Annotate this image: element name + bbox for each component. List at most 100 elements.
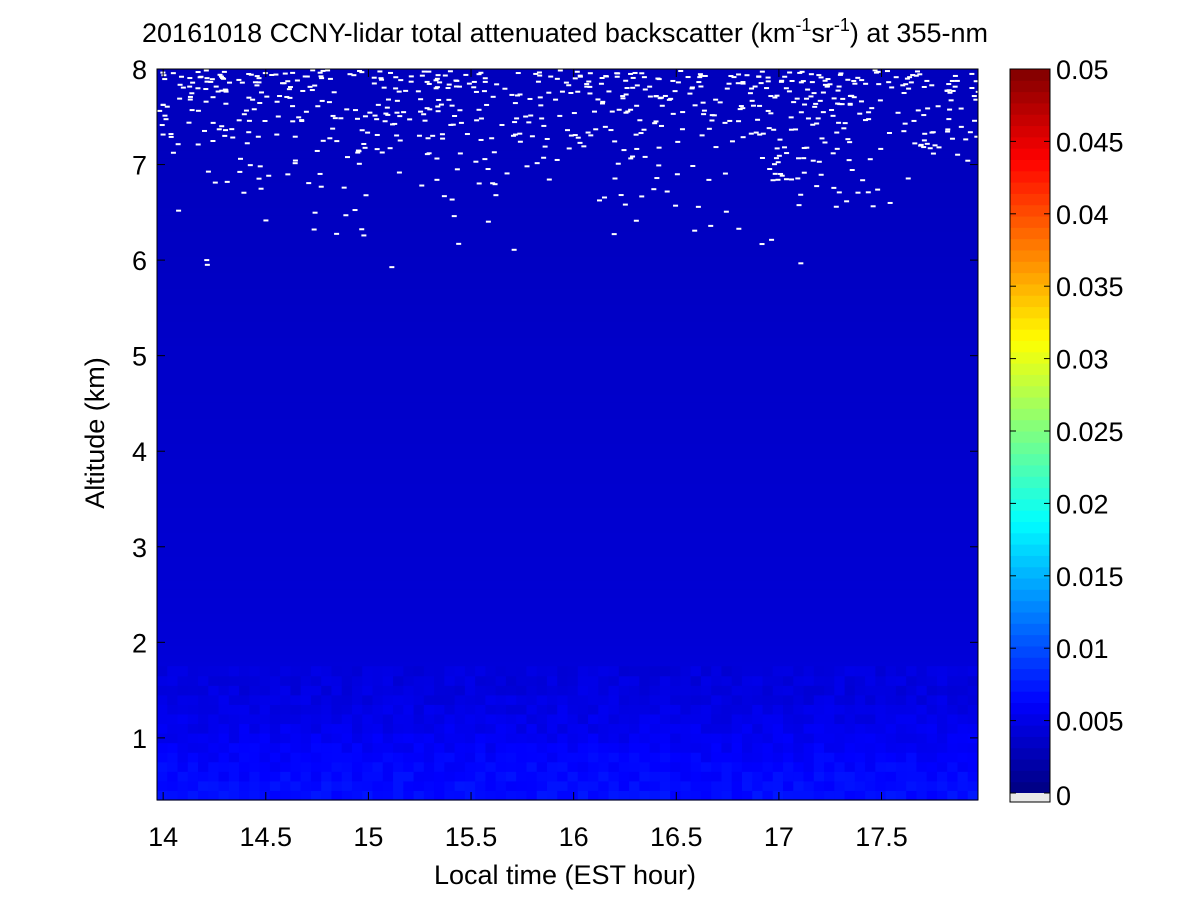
noise-speckle xyxy=(878,147,884,150)
heatmap-cell xyxy=(526,666,538,677)
noise-speckle xyxy=(791,101,797,104)
heatmap-cell xyxy=(516,752,527,763)
noise-speckle xyxy=(713,98,719,101)
noise-speckle xyxy=(250,98,256,101)
colorbar-segment xyxy=(1010,102,1050,115)
heatmap-cell xyxy=(618,666,630,677)
noise-speckle xyxy=(900,84,906,87)
noise-speckle xyxy=(584,83,590,86)
heatmap-cell xyxy=(721,694,733,705)
heatmap-cell xyxy=(351,771,363,782)
noise-speckle xyxy=(699,134,705,137)
heatmap-cell xyxy=(885,694,897,705)
heatmap-cell xyxy=(936,780,948,791)
noise-speckle xyxy=(256,81,262,84)
heatmap-cell xyxy=(608,771,620,782)
noise-speckle xyxy=(768,112,774,115)
heatmap-row xyxy=(157,133,978,143)
heatmap-cell xyxy=(310,790,322,801)
heatmap-cell xyxy=(885,723,897,734)
noise-speckle xyxy=(424,153,430,156)
heatmap-cell xyxy=(967,771,979,782)
heatmap-cell xyxy=(454,742,466,753)
colorbar-segment xyxy=(1010,340,1050,353)
heatmap-cell xyxy=(382,733,394,744)
noise-speckle xyxy=(509,93,515,96)
colorbar-segment xyxy=(1010,544,1050,556)
heatmap-cell xyxy=(844,675,856,686)
heatmap-cell xyxy=(793,771,805,782)
heatmap-cell xyxy=(690,714,702,725)
noise-speckle xyxy=(612,177,618,180)
noise-speckle xyxy=(836,121,842,124)
noise-speckle xyxy=(753,131,759,134)
heatmap-cell xyxy=(526,714,538,725)
noise-speckle xyxy=(887,201,893,204)
heatmap-cell xyxy=(300,694,312,705)
heatmap-cell xyxy=(659,790,671,801)
heatmap-cell xyxy=(495,771,507,782)
noise-speckle xyxy=(642,88,648,91)
noise-speckle xyxy=(215,90,221,93)
heatmap-cell xyxy=(813,685,825,696)
colorbar-segment xyxy=(1010,306,1050,319)
noise-speckle xyxy=(700,101,706,104)
noise-speckle xyxy=(280,82,286,85)
heatmap-row xyxy=(157,605,978,614)
heatmap-cell xyxy=(382,790,394,801)
heatmap-row xyxy=(157,247,978,257)
heatmap-cell xyxy=(690,675,702,686)
noise-speckle xyxy=(692,229,698,232)
noise-speckle xyxy=(458,121,464,124)
noise-speckle xyxy=(782,146,788,149)
heatmap-cell xyxy=(936,752,948,763)
heatmap-cell xyxy=(505,780,517,791)
noise-speckle xyxy=(247,164,253,167)
heatmap-cell xyxy=(700,694,712,705)
heatmap-cell xyxy=(762,780,774,791)
heatmap-cell xyxy=(187,780,199,791)
noise-speckle xyxy=(489,137,495,140)
heatmap-cell xyxy=(813,752,825,763)
noise-speckle xyxy=(416,134,422,137)
heatmap-cell xyxy=(659,666,671,677)
noise-speckle xyxy=(170,72,176,75)
noise-speckle xyxy=(230,136,236,139)
noise-speckle xyxy=(830,114,836,117)
heatmap-cell xyxy=(269,675,281,686)
heatmap-cell xyxy=(577,790,589,801)
noise-speckle xyxy=(361,234,367,237)
noise-speckle xyxy=(695,205,701,208)
heatmap-cell xyxy=(680,752,692,763)
heatmap-cell xyxy=(485,685,497,696)
heatmap-cell xyxy=(403,790,415,801)
heatmap-cell xyxy=(310,742,322,753)
colorbar-segment xyxy=(1010,679,1050,692)
noise-speckle xyxy=(419,74,425,77)
noise-speckle xyxy=(794,97,800,100)
noise-speckle xyxy=(365,131,371,134)
heatmap-cell xyxy=(485,733,497,744)
heatmap-cell xyxy=(218,723,230,734)
heatmap-cell xyxy=(413,714,425,725)
heatmap-cell xyxy=(947,790,958,801)
noise-speckle xyxy=(300,89,306,92)
noise-speckle xyxy=(568,134,574,137)
title-sup2: -1 xyxy=(834,15,850,35)
noise-speckle xyxy=(187,85,193,88)
noise-speckle xyxy=(689,87,695,90)
noise-speckle xyxy=(736,227,742,230)
heatmap-cell xyxy=(157,685,168,696)
heatmap-cell xyxy=(208,675,220,686)
heatmap-cell xyxy=(382,742,394,753)
heatmap-cell xyxy=(567,771,579,782)
heatmap-cell xyxy=(629,714,640,725)
heatmap-cell xyxy=(690,694,702,705)
heatmap-cell xyxy=(177,761,189,772)
heatmap-cell xyxy=(885,761,897,772)
noise-speckle xyxy=(210,96,216,99)
noise-speckle xyxy=(779,174,785,177)
noise-speckle xyxy=(759,70,765,73)
heatmap-cell xyxy=(772,761,784,772)
heatmap-cell xyxy=(546,694,558,705)
